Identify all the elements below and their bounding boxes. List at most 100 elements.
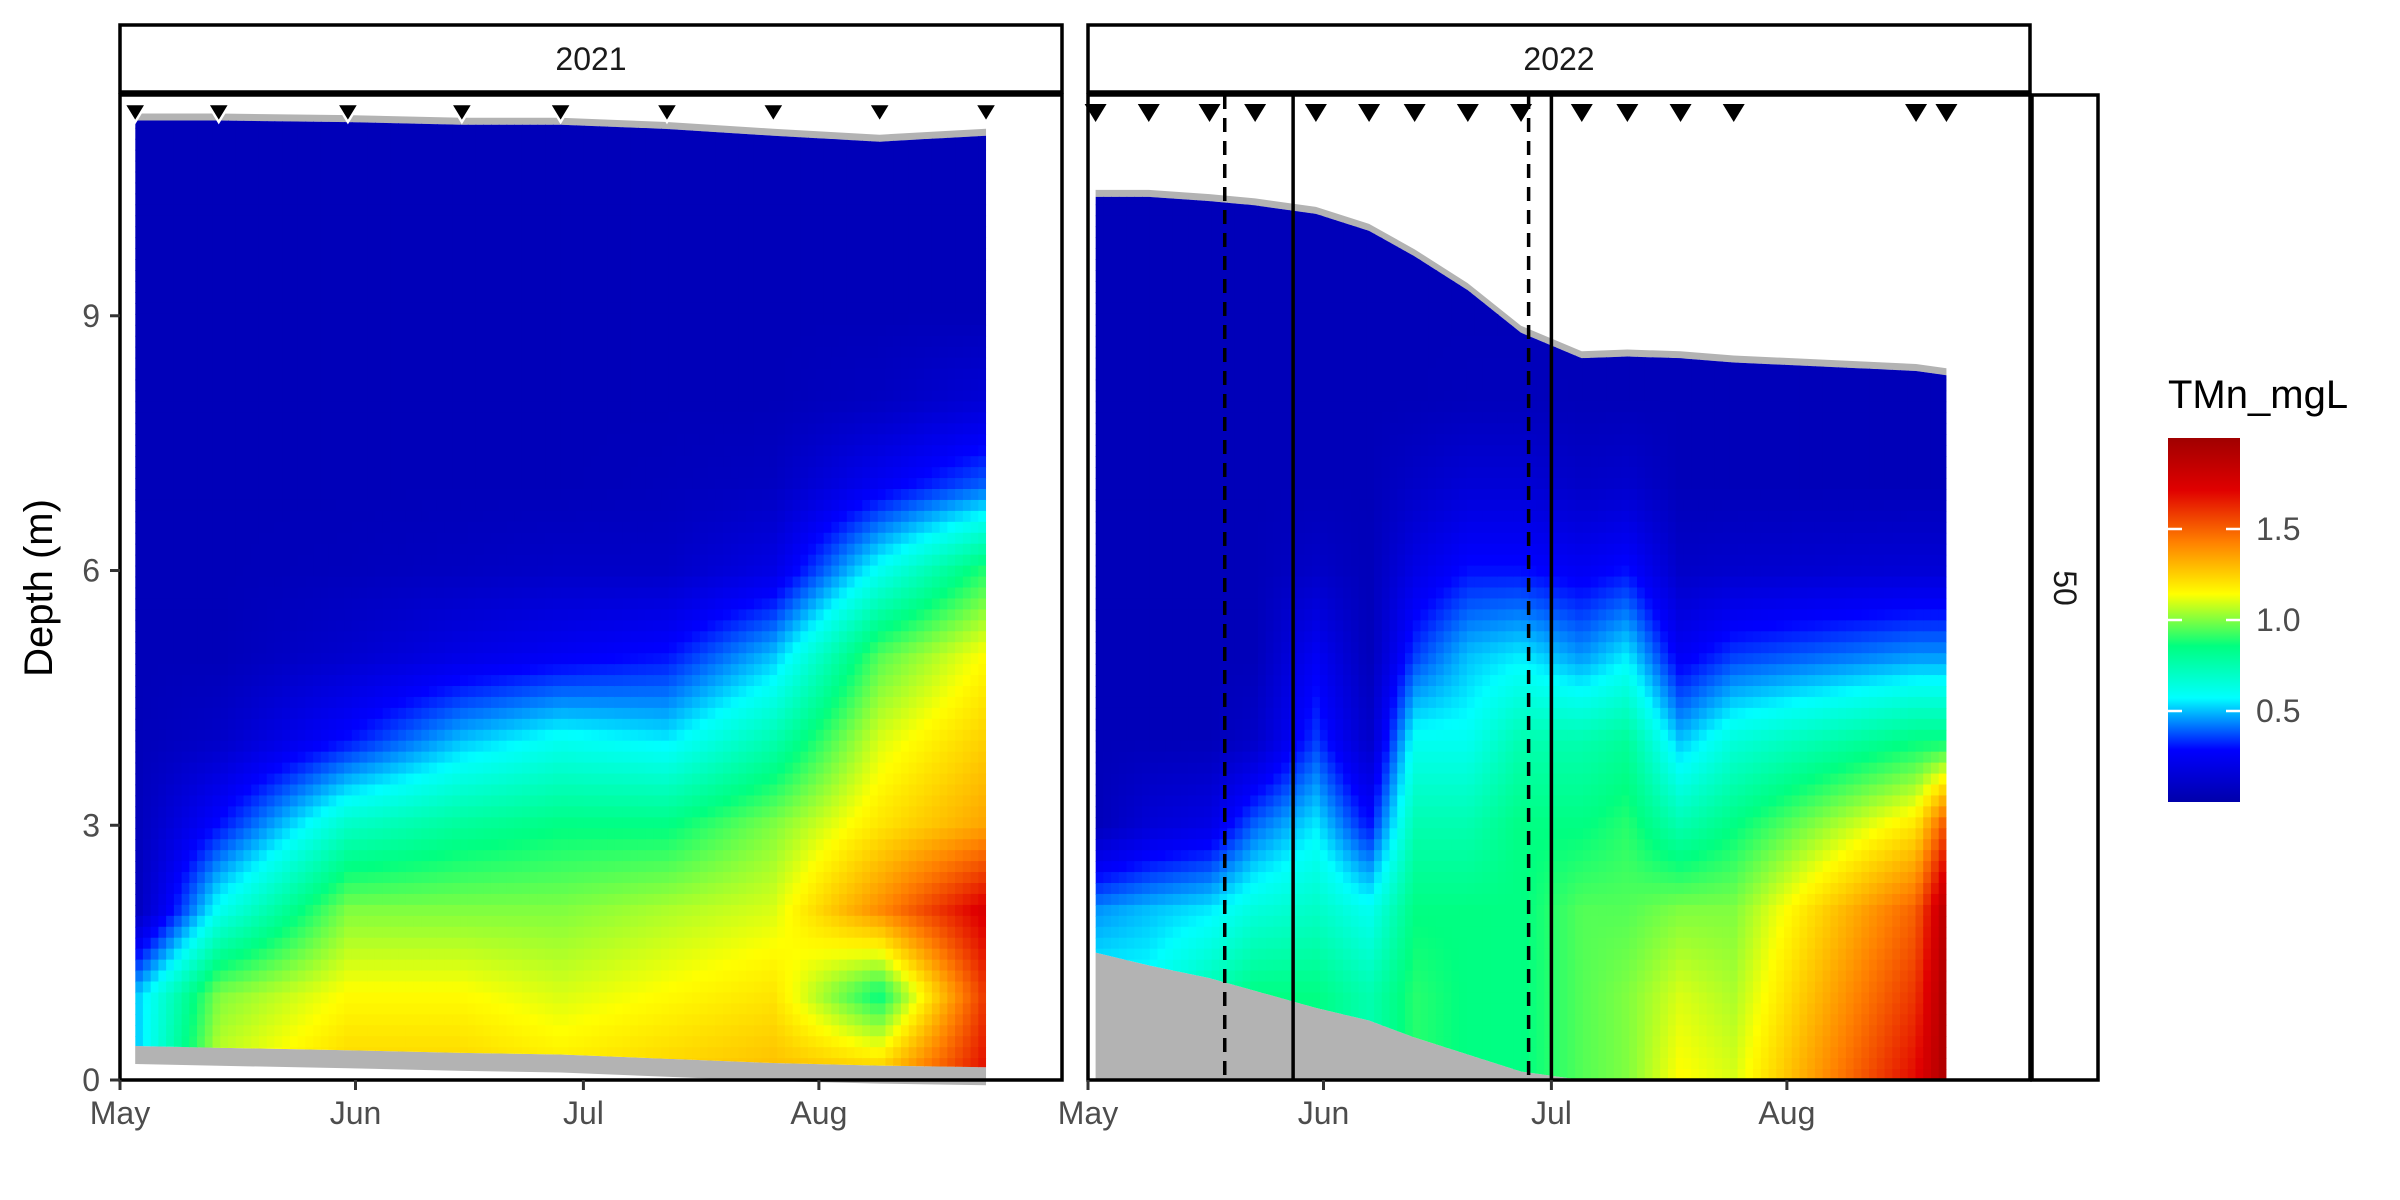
heat-cell <box>336 904 345 917</box>
heat-cell <box>251 883 260 895</box>
heat-cell <box>305 675 314 687</box>
heat-cell <box>181 390 191 403</box>
heat-cell <box>320 587 330 600</box>
heat-cell <box>289 1003 299 1016</box>
heat-cell <box>228 937 237 950</box>
heat-cell <box>351 302 361 315</box>
heat-cell <box>382 959 392 972</box>
heat-cell <box>390 237 399 250</box>
heat-cell <box>328 642 338 654</box>
heat-cell <box>282 368 291 381</box>
heat-cell <box>460 302 469 315</box>
heat-cell <box>135 1003 144 1016</box>
heat-cell <box>475 1047 485 1059</box>
heat-cell <box>436 423 446 436</box>
heat-cell <box>429 762 438 775</box>
heat-cell <box>266 631 276 644</box>
heat-cell <box>506 806 516 819</box>
heat-cell <box>344 138 353 151</box>
heat-cell <box>313 904 322 917</box>
heat-cell <box>297 324 307 337</box>
heat-cell <box>228 478 237 490</box>
heat-cell <box>289 510 299 523</box>
heat-cell <box>545 828 554 841</box>
heat-cell <box>204 850 214 862</box>
heat-cell <box>212 883 222 895</box>
heat-cell <box>429 893 438 906</box>
heat-cell <box>313 445 322 457</box>
heat-cell <box>166 171 175 184</box>
heat-cell <box>436 127 446 140</box>
heat-cell <box>204 149 214 162</box>
heat-cell <box>204 248 214 260</box>
heat-cell <box>289 653 299 665</box>
heat-cell <box>398 302 407 315</box>
heat-cell <box>166 412 175 425</box>
heat-cell <box>467 893 477 906</box>
heat-cell <box>452 149 461 162</box>
heat-cell <box>483 499 492 512</box>
heat-cell <box>444 138 454 151</box>
heat-cell <box>545 521 554 534</box>
heat-cell <box>173 631 183 644</box>
heat-cell <box>529 193 539 206</box>
heat-cell <box>467 992 477 1005</box>
heat-cell <box>467 357 477 370</box>
heat-cell <box>142 1025 152 1038</box>
heat-cell <box>436 762 446 775</box>
heat-cell <box>390 160 399 173</box>
heat-cell <box>560 401 570 414</box>
heat-cell <box>313 926 322 939</box>
heat-cell <box>467 237 477 250</box>
heat-cell <box>150 806 160 819</box>
heat-cell <box>382 226 392 239</box>
heat-cell <box>220 270 229 282</box>
heat-cell <box>490 948 500 961</box>
heat-cell <box>220 675 229 687</box>
heat-cell <box>545 390 554 403</box>
heat-cell <box>421 806 430 819</box>
heat-cell <box>142 390 152 403</box>
heat-cell <box>529 762 539 775</box>
heat-cell <box>483 478 492 490</box>
heat-cell <box>514 237 523 250</box>
heat-cell <box>320 521 330 534</box>
heat-cell <box>545 368 554 381</box>
heat-cell <box>405 1036 415 1048</box>
heat-cell <box>382 620 392 633</box>
heat-cell <box>521 499 531 512</box>
heat-cell <box>382 1025 392 1038</box>
heat-cell <box>189 521 198 534</box>
heat-cell <box>297 1025 307 1038</box>
heat-cell <box>197 664 206 676</box>
heat-cell <box>405 259 415 271</box>
heat-cell <box>251 806 260 819</box>
heat-cell <box>483 270 492 282</box>
heat-cell <box>529 992 539 1005</box>
heat-cell <box>220 160 229 173</box>
heat-cell <box>235 795 245 808</box>
heat-cell <box>142 631 152 644</box>
heat-cell <box>390 784 399 797</box>
heat-cell <box>452 959 461 972</box>
heat-cell <box>490 357 500 370</box>
heat-cell <box>150 839 160 851</box>
heat-cell <box>142 226 152 239</box>
heat-cell <box>344 817 353 830</box>
heat-cell <box>444 740 454 753</box>
heat-cell <box>173 401 183 414</box>
heat-cell <box>359 718 369 731</box>
heat-cell <box>359 751 369 764</box>
heat-cell <box>228 948 237 961</box>
heat-cell <box>514 762 523 775</box>
heat-cell <box>351 1036 361 1048</box>
heat-cell <box>166 675 175 687</box>
heat-cell <box>282 926 291 939</box>
heat-cell <box>204 390 214 403</box>
heat-cell <box>251 861 260 873</box>
heat-cell <box>529 215 539 228</box>
heat-cell <box>173 707 183 720</box>
heat-cell <box>374 489 384 501</box>
heat-cell <box>514 412 523 425</box>
heat-cell <box>351 970 361 983</box>
